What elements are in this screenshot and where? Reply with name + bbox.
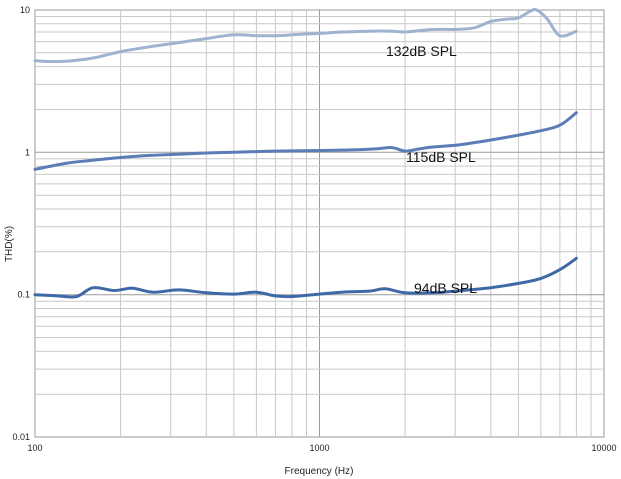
series-line-2: [33, 256, 578, 299]
x-tick-label: 10000: [591, 443, 616, 453]
y-axis-label: THD(%): [4, 226, 15, 262]
series-label-94db: 94dB SPL: [414, 280, 477, 296]
x-tick-labels: 100 1000 10000: [27, 443, 616, 453]
y-tick-labels: 0.01 0.1 1 10: [12, 5, 30, 442]
x-tick-label: 1000: [309, 443, 329, 453]
y-tick-label: 1: [25, 147, 30, 157]
x-tick-label: 100: [27, 443, 42, 453]
y-tick-label: 0.1: [17, 290, 30, 300]
grid-lines: [34, 9, 605, 438]
y-tick-label: 0.01: [12, 432, 30, 442]
series-label-132db: 132dB SPL: [386, 43, 457, 59]
series-line-1: [33, 111, 578, 171]
series-label-115db: 115dB SPL: [406, 149, 476, 165]
y-tick-label: 10: [20, 5, 30, 15]
series-lines: [33, 7, 578, 299]
x-axis-label: Frequency (Hz): [285, 466, 354, 477]
series-line-0: [33, 7, 578, 63]
